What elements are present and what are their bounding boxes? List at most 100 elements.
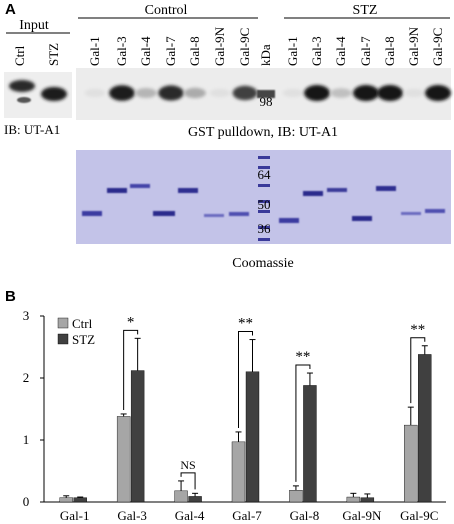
- significance-bracket: [410, 337, 426, 404]
- coomassie-band-ctrl-gal1: [82, 211, 102, 216]
- pulldown-band-stz-gal-1: [282, 88, 304, 98]
- pulldown-band-control-gal-9n: [209, 88, 231, 98]
- lane-label-stz-gal-4: Gal-4: [333, 36, 348, 66]
- coomassie-band-ctrl-gal7: [153, 211, 175, 216]
- bar-ctrl-gal-3: [116, 416, 131, 503]
- bar-ctrl-gal-8: [289, 490, 303, 503]
- coomassie-band-ctrl-gal8: [178, 188, 198, 193]
- input-lane-stz: STZ: [46, 43, 61, 66]
- significance-bracket: [238, 331, 253, 428]
- blot-marker-98: 98: [260, 94, 273, 109]
- pulldown-band-control-gal-3: [109, 85, 135, 101]
- y-tick-label: 3: [23, 308, 30, 323]
- significance-bracket: [295, 364, 311, 482]
- pulldown-band-stz-gal-9c: [425, 85, 451, 101]
- input-band-stz: [41, 87, 67, 101]
- ladder-band: [258, 238, 270, 241]
- y-tick-label: 0: [23, 494, 30, 509]
- x-tick-label: Gal-8: [290, 508, 320, 523]
- bar-stz-gal-9n: [360, 497, 375, 503]
- x-tick-label: Gal-1: [60, 508, 90, 523]
- pulldown-band-stz-gal-8: [377, 85, 403, 101]
- legend-label-ctrl: Ctrl: [72, 316, 93, 331]
- pulldown-band-stz-gal-4: [330, 88, 352, 98]
- ladder-band: [258, 226, 270, 229]
- lane-label-control-gal-4: Gal-4: [138, 36, 153, 66]
- bar-stz-gal-8: [303, 385, 317, 503]
- coomassie-band-stz-gal3: [303, 191, 323, 196]
- bar-ctrl-gal-7: [231, 441, 246, 503]
- x-tick-label: Gal-9C: [400, 508, 438, 523]
- lane-label-control-gal-9c: Gal-9C: [237, 28, 252, 66]
- lane-label-stz-gal-8: Gal-8: [382, 36, 397, 66]
- lane-labels-stz: Gal-1 Gal-3 Gal-4 Gal-7 Gal-8 Gal-9N Gal-9C: [285, 26, 445, 66]
- ladder-band: [258, 200, 270, 203]
- significance-bracket: [180, 472, 196, 490]
- lane-label-control-gal-8: Gal-8: [187, 36, 202, 66]
- legend-label-stz: STZ: [72, 332, 95, 347]
- pulldown-band-stz-gal-7: [353, 85, 379, 101]
- ladder-band: [258, 156, 270, 159]
- coomassie-band-ctrl-gal4: [130, 184, 150, 188]
- input-band-ctrl-lower: [17, 97, 31, 103]
- ladder-band: [258, 184, 270, 187]
- lane-label-control-gal-1: Gal-1: [87, 36, 102, 66]
- x-tick-label: Gal-9N: [342, 508, 382, 523]
- pulldown-band-control-gal-1: [84, 88, 106, 98]
- significance-label: **: [238, 316, 253, 332]
- x-tick-label: Gal-7: [232, 508, 262, 523]
- x-tick-label: Gal-4: [175, 508, 205, 523]
- coomassie-band-ctrl-gal3: [107, 188, 127, 193]
- input-header: Input: [19, 18, 49, 33]
- pulldown-band-control-gal-4: [135, 88, 157, 98]
- lane-label-control-gal-3: Gal-3: [114, 36, 129, 66]
- control-header: Control: [145, 3, 188, 18]
- significance-label: *: [127, 314, 135, 330]
- bar-stz-gal-7: [245, 371, 260, 503]
- significance-label: NS: [180, 458, 195, 472]
- kda-label: kDa: [258, 44, 273, 66]
- input-band-ctrl-upper: [9, 80, 35, 92]
- coomassie-band-stz-gal7: [352, 216, 372, 221]
- bar-stz-gal-3: [130, 370, 145, 503]
- ladder-band: [258, 166, 270, 169]
- pulldown-band-control-gal-8: [184, 87, 206, 99]
- ib-label: IB: UT-A1: [4, 122, 60, 137]
- coomassie-caption: Coomassie: [232, 256, 293, 271]
- coomassie-band-stz-gal4: [327, 188, 347, 192]
- significance-label: **: [410, 322, 425, 338]
- coomassie-band-ctrl-gal9c: [229, 212, 249, 216]
- pulldown-band-stz-gal-9n: [403, 88, 425, 98]
- coomassie-marker-36: 36: [258, 221, 272, 236]
- lane-label-stz-gal-1: Gal-1: [285, 36, 300, 66]
- bar-stz-gal-4: [188, 496, 202, 503]
- legend-swatch-ctrl: [57, 317, 69, 329]
- lane-labels-control: Gal-1 Gal-3 Gal-4 Gal-7 Gal-8 Gal-9N Gal-9C: [87, 26, 252, 66]
- bar-ctrl-gal-9n: [346, 496, 361, 503]
- y-tick-label: 1: [23, 432, 30, 447]
- coomassie-marker-50: 50: [258, 197, 271, 212]
- pulldown-bands: [84, 85, 451, 101]
- pulldown-band-control-gal-9c: [232, 85, 258, 101]
- significance-bracket: [123, 329, 139, 410]
- input-lane-ctrl: Ctrl: [12, 45, 27, 66]
- lane-label-stz-gal-7: Gal-7: [358, 36, 373, 66]
- coomassie-band-stz-gal9c: [425, 209, 445, 213]
- pulldown-caption: GST pulldown, IB: UT-A1: [188, 125, 338, 140]
- coomassie-band-stz-gal9n: [401, 212, 421, 215]
- lane-label-stz-gal-3: Gal-3: [309, 36, 324, 66]
- bar-stz-gal-9c: [418, 354, 432, 503]
- coomassie-band-stz-gal8: [376, 186, 396, 191]
- lane-label-stz-gal-9n: Gal-9N: [406, 26, 421, 66]
- lane-label-control-gal-7: Gal-7: [163, 36, 178, 66]
- panel-b: B 0 1 2 3 Gal-1 Gal-3 * Gal-4 NS Gal-7 ** Gal-8 ** Ga…: [5, 288, 446, 523]
- panel-a-label: A: [5, 1, 16, 18]
- pulldown-band-stz-gal-3: [304, 85, 330, 101]
- bar-chart: 0 1 2 3 Gal-1 Gal-3 * Gal-4 NS Gal-7 ** Gal-8 ** Gal-…: [23, 308, 446, 523]
- panel-b-label: B: [5, 288, 16, 305]
- stz-header: STZ: [353, 3, 378, 18]
- legend-swatch-stz: [57, 333, 69, 345]
- x-tick-label: Gal-3: [117, 508, 147, 523]
